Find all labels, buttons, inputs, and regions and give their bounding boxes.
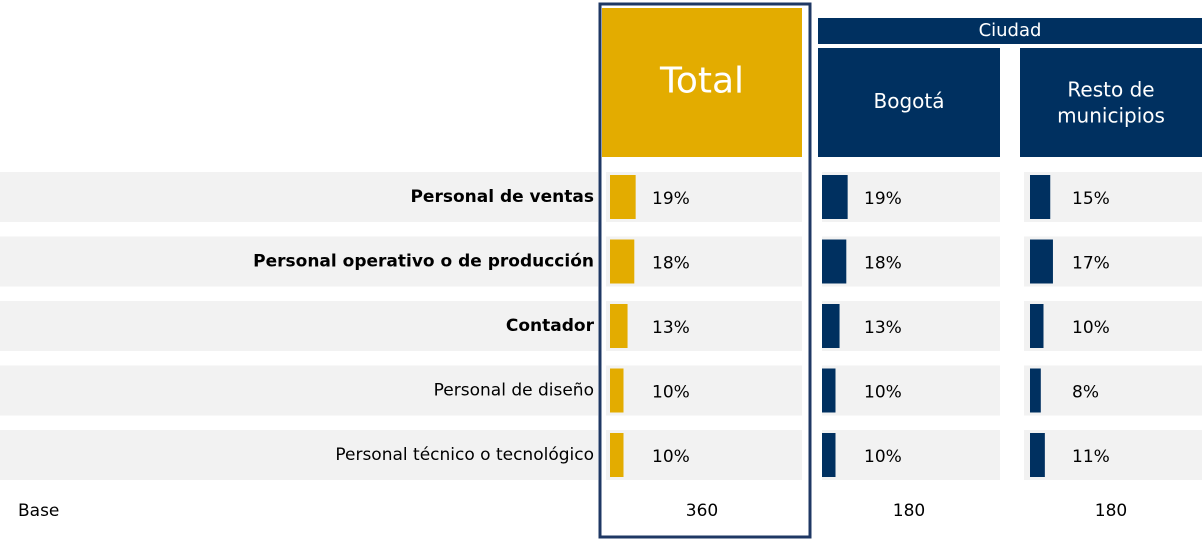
- bar: [822, 368, 836, 413]
- row-bg: [606, 172, 802, 222]
- value-label: 10%: [864, 447, 902, 467]
- row-bg: [1024, 365, 1202, 416]
- bar: [822, 433, 836, 477]
- value-label: 10%: [652, 447, 690, 467]
- value-label: 13%: [652, 318, 690, 338]
- row-bg: [822, 172, 1000, 222]
- value-label: 10%: [652, 383, 690, 403]
- bar: [1030, 368, 1041, 413]
- bar: [610, 433, 624, 477]
- row-bg: [0, 365, 598, 416]
- bar: [610, 175, 636, 219]
- bar: [822, 239, 847, 284]
- column-header: Resto de municipios: [1057, 77, 1165, 127]
- row-bg: [822, 430, 1000, 480]
- value-label: 10%: [864, 383, 902, 403]
- row-bg: [0, 301, 598, 351]
- column-header-bg: [602, 8, 802, 157]
- row-bg: [822, 365, 1000, 416]
- bar: [610, 304, 628, 348]
- column-header: Bogotá: [874, 89, 945, 113]
- group-header-bg: [818, 18, 1202, 44]
- row-bg: [1024, 301, 1202, 351]
- category-label: Contador: [506, 316, 595, 336]
- value-label: 10%: [1072, 318, 1110, 338]
- bar: [1030, 175, 1051, 219]
- value-label: 17%: [1072, 254, 1110, 274]
- column-header-line: Resto de: [1067, 77, 1154, 101]
- row-bg: [0, 172, 598, 222]
- row-bg: [822, 236, 1000, 287]
- value-label: 18%: [652, 254, 690, 274]
- value-label: 13%: [864, 318, 902, 338]
- row-bg: [606, 430, 802, 480]
- row-bg: [1024, 236, 1202, 287]
- row-bg: [606, 301, 802, 351]
- base-value: 180: [1095, 501, 1127, 521]
- bar: [1030, 239, 1053, 284]
- value-label: 18%: [864, 254, 902, 274]
- value-label: 15%: [1072, 189, 1110, 209]
- value-label: 19%: [864, 189, 902, 209]
- category-label: Personal técnico o tecnológico: [335, 445, 594, 465]
- value-label: 11%: [1072, 447, 1110, 467]
- bar: [1030, 304, 1044, 348]
- group-header: Ciudad: [979, 20, 1042, 41]
- bar: [1030, 433, 1045, 477]
- column-header-bg: [1020, 48, 1202, 157]
- column-header-line: municipios: [1057, 103, 1165, 127]
- total-frame: [598, 2, 812, 539]
- value-label: 19%: [652, 189, 690, 209]
- category-label: Personal de ventas: [410, 187, 594, 207]
- row-bg: [1024, 172, 1202, 222]
- base-value: 180: [893, 501, 925, 521]
- row-bg: [1024, 430, 1202, 480]
- column-header: Total: [659, 61, 744, 102]
- bar: [610, 239, 635, 284]
- column-header-bg: [818, 48, 1000, 157]
- bar: [822, 175, 848, 219]
- value-label: 8%: [1072, 383, 1099, 403]
- row-bg: [0, 236, 598, 287]
- category-label: Personal de diseño: [434, 381, 594, 401]
- base-value: 360: [686, 501, 718, 521]
- base-label: Base: [18, 501, 59, 521]
- bar: [822, 304, 840, 348]
- row-bg: [0, 430, 598, 480]
- category-label: Personal operativo o de producción: [253, 252, 594, 272]
- bar: [610, 368, 624, 413]
- row-bg: [606, 236, 802, 287]
- row-bg: [606, 365, 802, 416]
- row-bg: [822, 301, 1000, 351]
